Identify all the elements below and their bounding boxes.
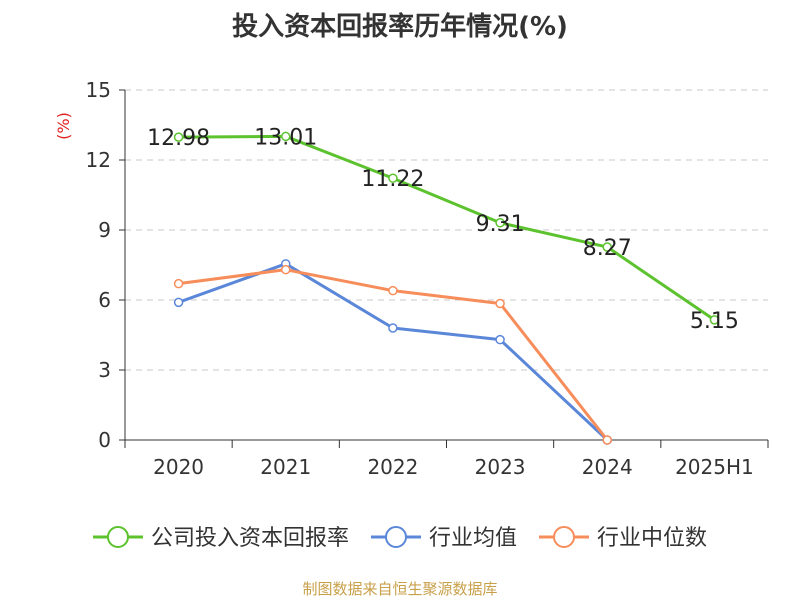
data-point [173,278,184,289]
y-tick-label: 12 [86,148,111,172]
gridlines [125,89,768,371]
data-label: 11.22 [361,167,424,192]
y-tick-label: 9 [98,218,111,242]
data-point [388,173,398,183]
y-tick-label: 0 [98,428,111,452]
data-point [388,323,398,333]
legend-marker [106,526,129,548]
x-tick-label: 2022 [367,455,418,479]
legend-marker [553,526,576,548]
data-source-note: 制图数据来自恒生聚源数据库 [302,580,498,598]
legend-label: 公司投入资本回报率 [151,526,349,551]
chart-title: 投入资本回报率历年情况(%) [232,12,568,42]
data-point [281,131,291,142]
data-label: 12.98 [147,126,210,151]
series-line [178,134,716,322]
data-point [602,435,612,445]
legend-marker [384,526,407,548]
data-point [709,315,720,325]
x-tick-label: 2024 [582,455,633,479]
y-axis-label: (%) [54,112,73,140]
data-point [173,297,184,308]
x-tick-label: 2021 [260,455,311,479]
data-point [281,264,291,275]
x-tick-label: 2025H1 [675,455,754,479]
axes: 0 3 6 9 12 15 2020 2021 2022 2023 2024 2025H1 (%) [54,78,769,479]
data-label: 9.31 [476,212,525,237]
legend: 公司投入资本回报率 行业均值 行业中位数 [92,526,707,551]
data-point [602,242,612,252]
data-label: 8.27 [583,236,632,261]
data-labels: 12.98 13.01 11.22 9.31 8.27 5.15 [147,125,739,333]
data-point [173,132,184,142]
data-point [495,298,505,309]
x-tick-label: 2023 [475,455,526,479]
data-point [495,334,505,345]
legend-label: 行业均值 [429,526,517,551]
legend-label: 行业中位数 [597,526,707,551]
data-point [388,285,398,296]
y-tick-label: 3 [98,358,111,382]
series-group [173,131,720,445]
data-label: 13.01 [254,125,317,150]
data-label: 5.15 [690,309,739,334]
y-tick-label: 6 [98,288,111,312]
y-tick-label: 15 [86,78,111,102]
data-point [495,218,505,228]
x-tick-label: 2020 [153,455,204,479]
